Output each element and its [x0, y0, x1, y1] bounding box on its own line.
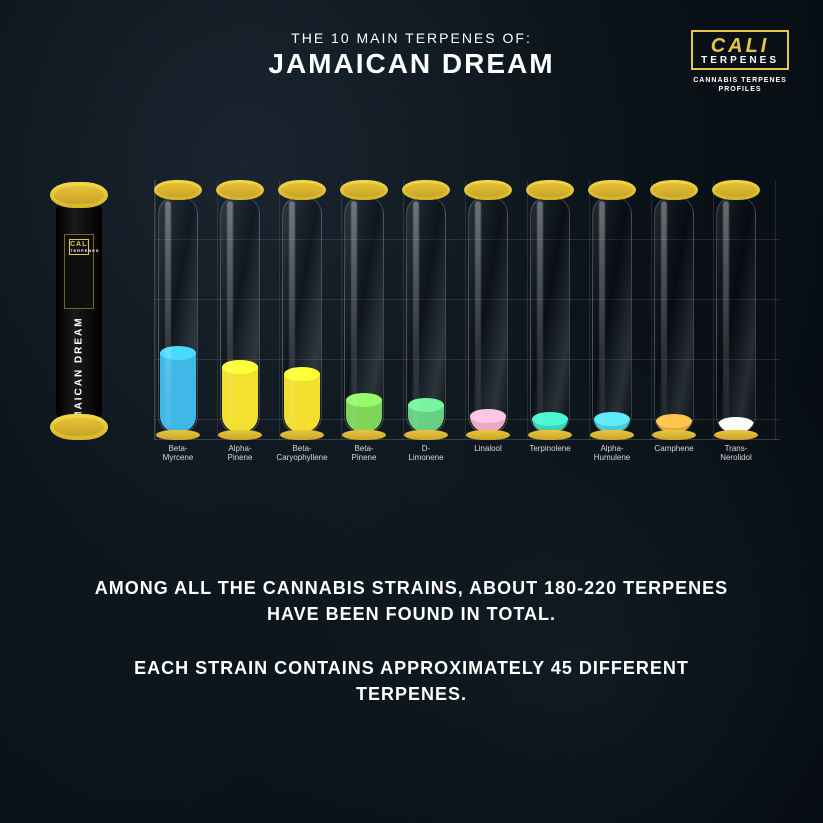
tube-glass — [282, 196, 322, 434]
tube-glass — [654, 196, 694, 434]
tube-cap-bottom — [714, 430, 758, 440]
terpene-label: Trans-Nerolidol — [706, 444, 766, 462]
terpene-label: Beta-Pinene — [334, 444, 394, 462]
tube-glass — [592, 196, 632, 434]
tube-cap-bottom — [156, 430, 200, 440]
tube-cap-top — [712, 180, 760, 200]
tube-glass — [716, 196, 756, 434]
tube-cap-bottom — [342, 430, 386, 440]
terpene-label: Alpha-Humulene — [582, 444, 642, 462]
tube-glass — [530, 196, 570, 434]
tube-cap-top — [340, 180, 388, 200]
mini-logo-line2: TERPENES — [70, 248, 88, 253]
terpene-tube: Linalool — [464, 180, 512, 440]
product-cap-top — [50, 182, 108, 208]
logo-subtitle-line1: CANNABIS TERPENES — [693, 77, 787, 84]
terpene-tube: Camphene — [650, 180, 698, 440]
terpene-label: Camphene — [644, 444, 704, 453]
tube-glass — [406, 196, 446, 434]
terpene-label: Linalool — [458, 444, 518, 453]
tube-glass — [468, 196, 508, 434]
tube-cap-bottom — [590, 430, 634, 440]
product-label-band: CALI TERPENES — [64, 234, 94, 309]
product-cap-bottom — [50, 414, 108, 440]
chart-tubes: Beta-Myrcene Alpha-Pinene Beta-Caryophylle… — [154, 180, 780, 440]
terpene-label: Beta-Caryophyllene — [272, 444, 332, 462]
product-mini-logo: CALI TERPENES — [69, 239, 89, 255]
tube-glass — [158, 196, 198, 434]
tube-fill — [346, 399, 382, 432]
bottom-paragraph-1: AMONG ALL THE CANNABIS STRAINS, ABOUT 18… — [80, 575, 743, 627]
tube-cap-bottom — [652, 430, 696, 440]
terpene-tube: Alpha-Humulene — [588, 180, 636, 440]
terpene-label: Alpha-Pinene — [210, 444, 270, 462]
logo-line2: TERPENES — [701, 56, 779, 66]
terpene-tube: D-Limonene — [402, 180, 450, 440]
tube-glass — [220, 196, 260, 434]
logo-frame: CALI TERPENES — [691, 30, 789, 70]
tube-cap-top — [464, 180, 512, 200]
product-tube-body: CALI TERPENES JAMAICAN DREAM — [56, 204, 102, 418]
tube-glass — [344, 196, 384, 434]
logo-subtitle-line2: PROFILES — [719, 86, 762, 93]
tube-fill — [284, 373, 320, 432]
tube-cap-top — [216, 180, 264, 200]
tube-cap-bottom — [528, 430, 572, 440]
terpene-tube: Beta-Pinene — [340, 180, 388, 440]
tube-cap-bottom — [280, 430, 324, 440]
terpene-tube: Trans-Nerolidol — [712, 180, 760, 440]
tube-fill — [408, 404, 444, 432]
terpene-label: Terpinolene — [520, 444, 580, 453]
bottom-text: AMONG ALL THE CANNABIS STRAINS, ABOUT 18… — [80, 575, 743, 707]
tube-cap-top — [278, 180, 326, 200]
terpene-tube: Beta-Caryophyllene — [278, 180, 326, 440]
tube-cap-top — [650, 180, 698, 200]
terpene-label: D-Limonene — [396, 444, 456, 462]
product-tube: CALI TERPENES JAMAICAN DREAM — [50, 182, 108, 440]
tube-fill — [160, 352, 196, 432]
logo-subtitle: CANNABIS TERPENES PROFILES — [691, 76, 789, 94]
terpene-tube: Beta-Myrcene — [154, 180, 202, 440]
tube-cap-bottom — [466, 430, 510, 440]
tube-cap-bottom — [218, 430, 262, 440]
tube-cap-top — [588, 180, 636, 200]
mini-logo-line1: CALI — [70, 241, 88, 248]
brand-logo: CALI TERPENES CANNABIS TERPENES PROFILES — [691, 30, 789, 94]
tube-cap-bottom — [404, 430, 448, 440]
logo-line1: CALI — [701, 36, 779, 56]
tube-cap-top — [526, 180, 574, 200]
terpene-tube: Terpinolene — [526, 180, 574, 440]
bottom-paragraph-2: EACH STRAIN CONTAINS APPROXIMATELY 45 DI… — [80, 655, 743, 707]
tube-cap-top — [402, 180, 450, 200]
chart: CALI TERPENES JAMAICAN DREAM Beta-Myrcen… — [50, 150, 780, 480]
tube-cap-top — [154, 180, 202, 200]
terpene-tube: Alpha-Pinene — [216, 180, 264, 440]
tube-fill — [222, 366, 258, 432]
terpene-label: Beta-Myrcene — [148, 444, 208, 462]
